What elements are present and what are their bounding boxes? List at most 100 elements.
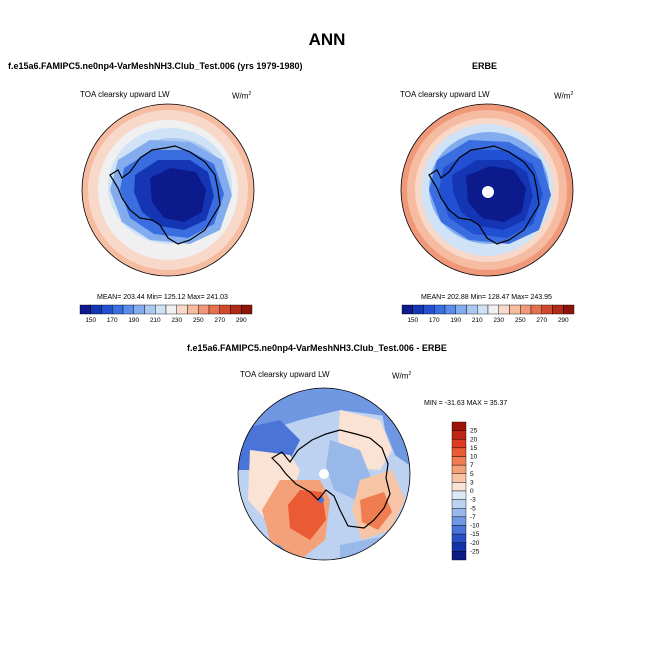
diff-colorbar-box <box>451 464 467 474</box>
obs-colorbar-box <box>401 304 413 315</box>
obs-map-border <box>400 103 574 277</box>
model-colorbar-box <box>79 304 91 315</box>
model-map-border <box>81 103 255 277</box>
model-colorbar-box <box>176 304 188 315</box>
obs-colorbar-box <box>477 304 489 315</box>
diff-panel-title: f.e15a6.FAMIPC5.ne0np4-VarMeshNH3.Club_T… <box>187 343 447 353</box>
obs-antarctica-coastline <box>428 145 540 245</box>
diff-colorbar-box <box>451 447 467 457</box>
diff-colorbar-box <box>451 499 467 509</box>
model-colorbar-label: 290 <box>236 317 247 324</box>
obs-panel-title: ERBE <box>472 61 498 71</box>
model-colorbar-box <box>122 304 134 315</box>
diff-colorbar-label: 0 <box>470 488 474 495</box>
diff-colorbar-box <box>451 430 467 440</box>
diff-colorbar-label: -25 <box>470 548 480 555</box>
diff-colorbar-label: -20 <box>470 540 480 547</box>
obs-colorbar-box <box>412 304 424 315</box>
obs-colorbar-box <box>509 304 521 315</box>
obs-stats: MEAN= 202.88 Min= 128.47 Max= 243.95 <box>421 294 552 301</box>
model-colorbar: 150 170 190 210 230 250 270 290 <box>79 304 253 324</box>
model-colorbar-label: 250 <box>193 317 204 324</box>
diff-colorbar-box <box>451 525 467 535</box>
model-colorbar-box <box>165 304 177 315</box>
model-panel-title: f.e15a6.FAMIPC5.ne0np4-VarMeshNH3.Club_T… <box>8 61 303 71</box>
diff-colorbar-label: -10 <box>470 523 480 530</box>
obs-colorbar-label: 250 <box>515 317 526 324</box>
model-colorbar-label: 150 <box>85 317 96 324</box>
model-colorbar-box <box>241 304 253 315</box>
model-variable-label: TOA clearsky upward LW <box>80 90 170 99</box>
model-colorbar-box <box>144 304 156 315</box>
model-antarctica-coastline <box>109 145 221 245</box>
diff-colorbar-label: 5 <box>470 471 474 478</box>
model-colorbar-box <box>101 304 113 315</box>
model-colorbar-box <box>112 304 124 315</box>
obs-colorbar-box <box>423 304 435 315</box>
diff-colorbar-box <box>451 508 467 518</box>
diff-colorbar-label: 20 <box>470 436 478 443</box>
diff-colorbar-box <box>451 490 467 500</box>
obs-colorbar-label: 170 <box>429 317 440 324</box>
obs-colorbar-box <box>434 304 446 315</box>
diff-variable-label: TOA clearsky upward LW <box>240 370 330 379</box>
model-stats: MEAN= 203.44 Min= 125.12 Max= 241.03 <box>97 294 228 301</box>
obs-colorbar-box <box>455 304 467 315</box>
model-colorbar-box <box>208 304 220 315</box>
diff-colorbar-label: 3 <box>470 479 474 486</box>
diff-colorbar-label: 25 <box>470 428 478 435</box>
obs-units-label: W/m2 <box>554 91 574 101</box>
model-colorbar-label: 170 <box>107 317 118 324</box>
obs-colorbar-box <box>466 304 478 315</box>
model-units-label: W/m2 <box>232 91 252 101</box>
obs-colorbar-label: 190 <box>450 317 461 324</box>
diff-map-border <box>237 387 411 561</box>
model-colorbar-label: 230 <box>171 317 182 324</box>
diff-colorbar-label: 15 <box>470 445 478 452</box>
obs-colorbar-box <box>520 304 532 315</box>
obs-colorbar-box <box>444 304 456 315</box>
diff-colorbar-label: 10 <box>470 454 478 461</box>
diff-colorbar-box <box>451 482 467 492</box>
diff-colorbar-label: -15 <box>470 531 480 538</box>
obs-colorbar-box <box>530 304 542 315</box>
model-colorbar-label: 270 <box>214 317 225 324</box>
obs-colorbar-label: 210 <box>472 317 483 324</box>
diff-colorbar-label: 7 <box>470 462 474 469</box>
model-colorbar-box <box>198 304 210 315</box>
model-colorbar-box <box>230 304 242 315</box>
obs-colorbar: 150 170 190 210 230 250 270 290 <box>401 304 575 324</box>
main-title: ANN <box>308 30 346 49</box>
diff-colorbar-label: -7 <box>470 514 476 521</box>
obs-colorbar-box <box>487 304 499 315</box>
diff-colorbar-label: -5 <box>470 505 476 512</box>
obs-colorbar-label: 290 <box>558 317 569 324</box>
diff-colorbar-box <box>451 542 467 552</box>
obs-colorbar-label: 270 <box>536 317 547 324</box>
model-colorbar-box <box>90 304 102 315</box>
diff-colorbar-box <box>451 439 467 449</box>
diff-colorbar-label: -3 <box>470 497 476 504</box>
obs-colorbar-box <box>498 304 510 315</box>
model-colorbar-label: 190 <box>128 317 139 324</box>
diff-colorbar-box <box>451 473 467 483</box>
model-colorbar-box <box>219 304 231 315</box>
model-colorbar-box <box>133 304 145 315</box>
obs-colorbar-box <box>552 304 564 315</box>
diff-units-label: W/m2 <box>392 371 412 381</box>
diff-antarctica-coastline <box>271 429 391 529</box>
obs-colorbar-label: 150 <box>407 317 418 324</box>
diff-colorbar-box <box>451 421 467 431</box>
obs-variable-label: TOA clearsky upward LW <box>400 90 490 99</box>
obs-colorbar-box <box>541 304 553 315</box>
diff-colorbar-box <box>451 551 467 561</box>
model-colorbar-box <box>187 304 199 315</box>
obs-colorbar-label: 230 <box>493 317 504 324</box>
obs-map <box>400 103 574 277</box>
diff-map <box>237 387 411 561</box>
diff-colorbar-box <box>451 516 467 526</box>
diff-colorbar-box <box>451 456 467 466</box>
diff-stats: MIN = -31.63 MAX = 35.37 <box>424 400 508 407</box>
